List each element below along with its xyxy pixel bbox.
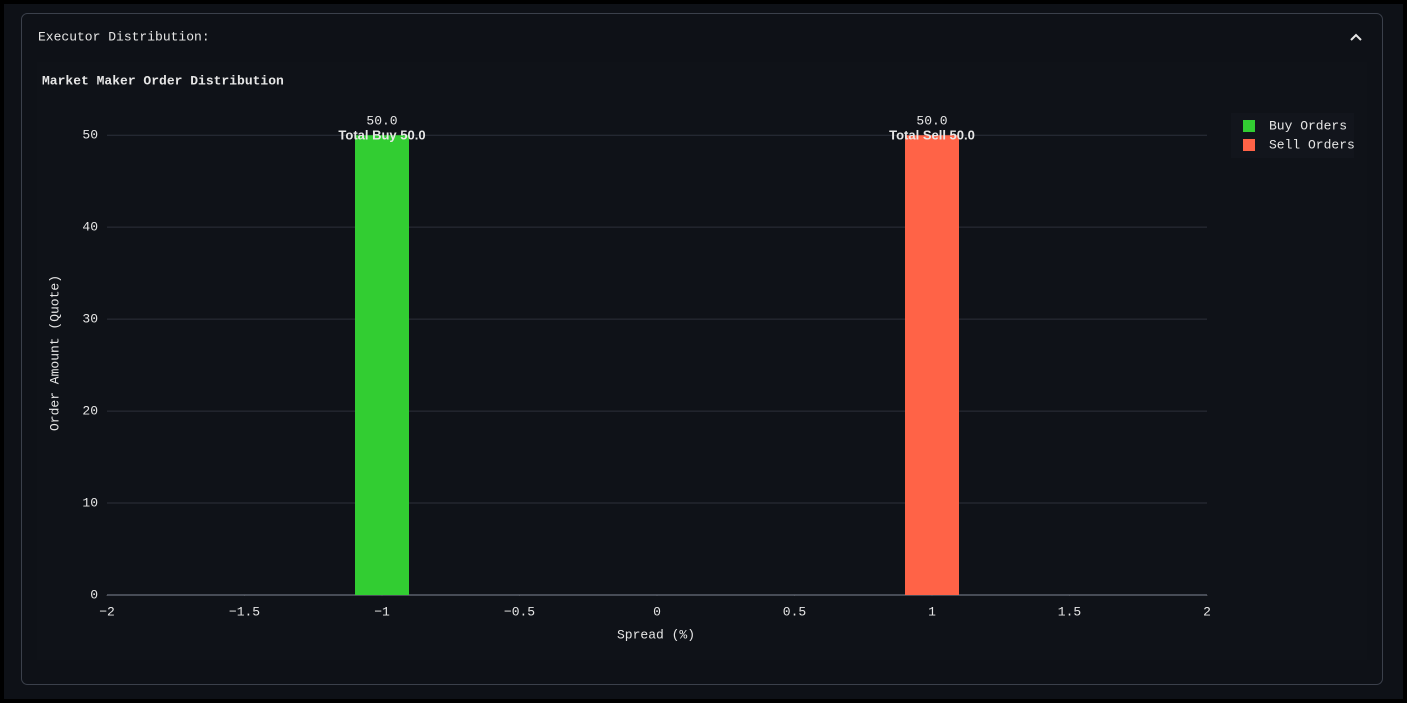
x-tick-label: −2 [99,604,115,619]
expander-title[interactable]: Executor Distribution: [38,29,210,44]
chart-title: Market Maker Order Distribution [42,73,284,88]
value-label: 50.0 [366,114,397,129]
x-tick-label: 2 [1203,604,1211,619]
x-axis-title: Spread (%) [617,627,695,642]
y-axis-title: Order Amount (Quote) [47,275,62,431]
x-tick-label: 1 [928,604,936,619]
annotation: Total Sell 50.0 [889,128,975,143]
y-tick-label: 0 [90,587,98,602]
y-tick-label: 40 [82,220,98,235]
x-tick-label: 0.5 [783,604,806,619]
y-tick-label: 30 [82,312,98,327]
legend-swatch [1243,139,1255,151]
bar [355,135,409,595]
y-tick-label: 20 [82,404,98,419]
value-label: 50.0 [916,114,947,129]
chart-area [37,62,1367,660]
legend-label: Buy Orders [1269,118,1347,133]
legend-label: Sell Orders [1269,137,1355,152]
annotation: Total Buy 50.0 [338,128,425,143]
x-tick-label: −1.5 [229,604,260,619]
x-tick-label: 1.5 [1058,604,1081,619]
y-tick-label: 10 [82,495,98,510]
y-tick-label: 50 [82,128,98,143]
legend-swatch [1243,120,1255,132]
collapse-icon[interactable] [1350,33,1362,41]
x-tick-label: −1 [374,604,390,619]
bar [905,135,959,595]
x-tick-label: −0.5 [504,604,535,619]
x-tick-label: 0 [653,604,661,619]
